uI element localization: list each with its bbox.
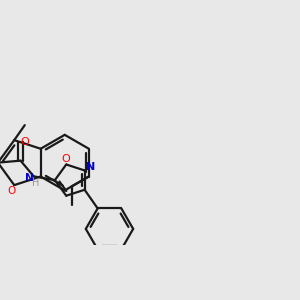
Text: O: O — [8, 186, 16, 196]
Text: O: O — [62, 154, 70, 164]
Text: H: H — [32, 178, 39, 188]
Text: O: O — [21, 137, 29, 147]
Text: N: N — [86, 162, 95, 172]
Text: N: N — [25, 172, 34, 183]
